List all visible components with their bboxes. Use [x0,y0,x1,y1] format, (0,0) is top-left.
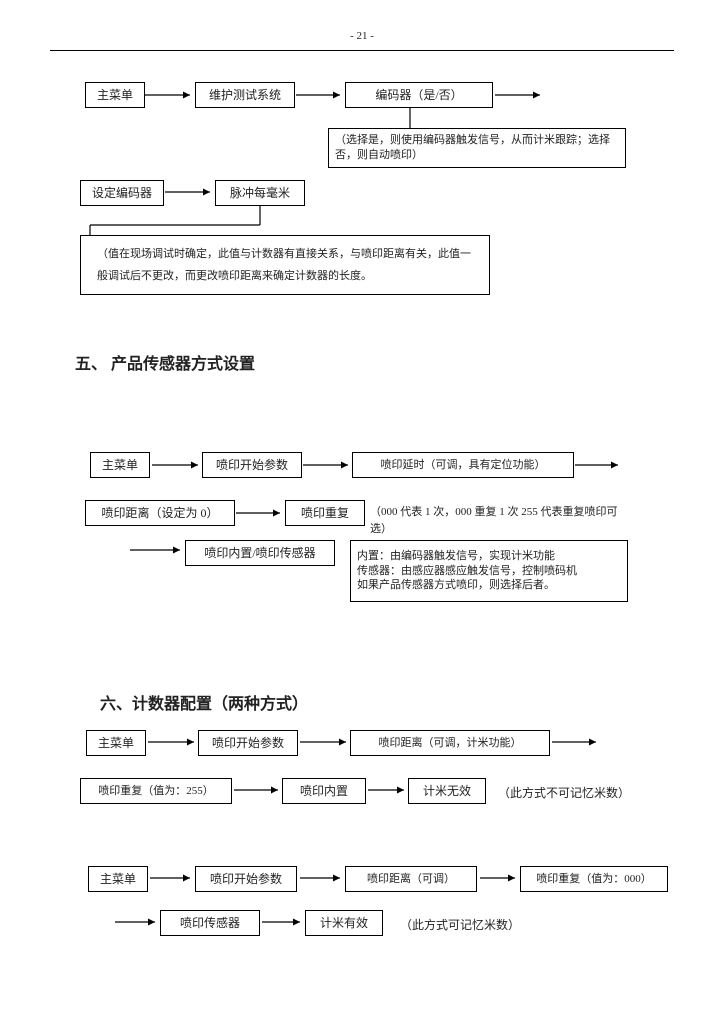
s6b-distance: 喷印距离（可调） [345,866,477,892]
s5-repeat-note-a: （000 代表 1 次，000 重复 1 次 255 代表重复喷印可选） [370,504,630,537]
flowchart-canvas: 主菜单 维护测试系统 编码器（是/否） （选择是，则使用编码器触发信号，从而计米… [0,0,724,1024]
box-encoder-note: （选择是，则使用编码器触发信号，从而计米跟踪；选择否，则自动喷印） [328,128,626,168]
s6a-internal: 喷印内置 [282,778,366,804]
s5-start-params: 喷印开始参数 [202,452,302,478]
s5-repeat: 喷印重复 [285,500,365,526]
s5-distance: 喷印距离（设定为 0） [85,500,235,526]
s6b-meter-valid: 计米有效 [305,910,383,936]
s6a-main-menu: 主菜单 [86,730,146,756]
s5-internal-sensor: 喷印内置/喷印传感器 [185,540,335,566]
document-page: - 21 - [0,0,724,1024]
s6b-main-menu: 主菜单 [88,866,148,892]
box-set-encoder: 设定编码器 [80,180,164,206]
s5-main-menu: 主菜单 [90,452,150,478]
s6b-repeat-000: 喷印重复（值为：000） [520,866,668,892]
s6a-note: （此方式不可记忆米数） [498,784,630,802]
box-maintenance: 维护测试系统 [195,82,295,108]
heading-section-5: 五、 产品传感器方式设置 [75,350,255,374]
box-main-menu: 主菜单 [85,82,145,108]
heading-section-6: 六、计数器配置（两种方式） [100,690,308,714]
s6b-sensor: 喷印传感器 [160,910,260,936]
box-pulse-note: （值在现场调试时确定，此值与计数器有直接关系，与喷印距离有关，此值一般调试后不更… [80,235,490,295]
s6b-start-params: 喷印开始参数 [195,866,297,892]
s6a-distance: 喷印距离（可调，计米功能） [350,730,550,756]
s6a-repeat-255: 喷印重复（值为：255） [80,778,232,804]
s5-sensor-note: 内置：由编码器触发信号，实现计米功能 传感器：由感应器感应触发信号，控制喷码机 … [350,540,628,602]
s6a-meter-invalid: 计米无效 [408,778,486,804]
s5-delay: 喷印延时（可调，具有定位功能） [352,452,574,478]
s6a-start-params: 喷印开始参数 [198,730,298,756]
s6b-note: （此方式可记忆米数） [400,916,520,934]
box-encoder-yn: 编码器（是/否） [345,82,493,108]
box-pulse-per-mm: 脉冲每毫米 [215,180,305,206]
